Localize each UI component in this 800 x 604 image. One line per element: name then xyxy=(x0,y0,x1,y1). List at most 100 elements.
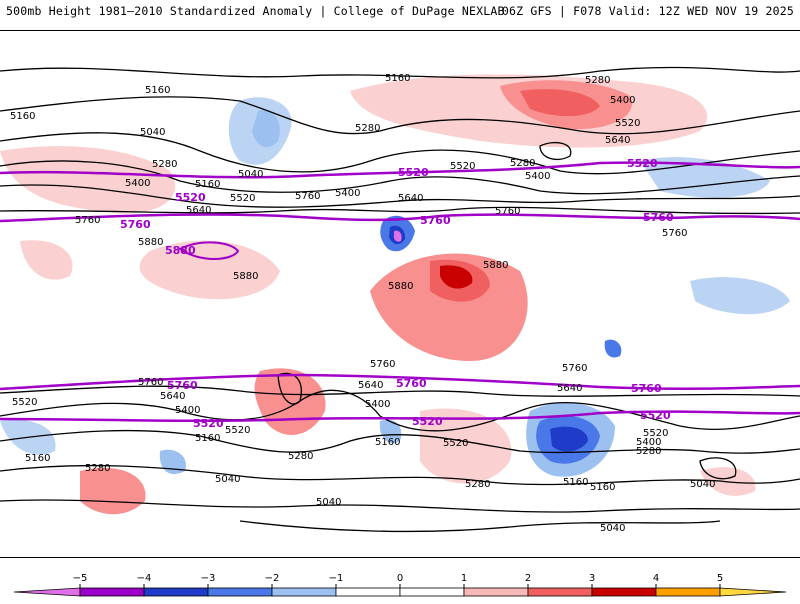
purple-contours xyxy=(0,161,800,423)
label-5760-b: 5760 xyxy=(75,215,100,226)
colorbar-tick-label: 4 xyxy=(653,573,659,584)
colorbar-segment xyxy=(527,587,593,597)
label-5520-a: 5520 xyxy=(615,118,640,129)
colorbar-svg: −5 −4 −3 −2 −1 0 1 2 3 4 5 xyxy=(13,573,787,597)
colorbar-tick-label: −2 xyxy=(265,573,280,584)
height-contours xyxy=(0,66,800,533)
colorbar-tick-label: 2 xyxy=(525,573,531,584)
label-5160-a: 5160 xyxy=(145,85,170,96)
colorbar-segment xyxy=(13,587,81,597)
colorbar-tick-label: −1 xyxy=(329,573,344,584)
colorbar-tick-label: −3 xyxy=(201,573,216,584)
label-5400-c: 5400 xyxy=(125,178,150,189)
purple-label-5760-c: 5760 xyxy=(643,211,674,224)
label-5280-d: 5280 xyxy=(152,159,177,170)
purple-label-5520-d: 5520 xyxy=(193,417,224,430)
label-5520-d: 5520 xyxy=(12,397,37,408)
colorbar-segment xyxy=(399,587,465,597)
colorbar-segment xyxy=(655,587,721,597)
label-5880-c: 5880 xyxy=(483,260,508,271)
purple-label-5760-b: 5760 xyxy=(420,214,451,227)
colorbar-tick-label: 5 xyxy=(717,573,723,584)
colorbar-tick-label: 3 xyxy=(589,573,595,584)
contour-labels-purple: 5520 5520 5520 5760 5760 5760 5880 5760 … xyxy=(120,157,674,430)
label-5760-e: 5760 xyxy=(370,359,395,370)
colorbar-segment xyxy=(719,587,787,597)
purple-label-5520-e: 5520 xyxy=(412,415,443,428)
label-5280-f: 5280 xyxy=(288,451,313,462)
label-5040-f: 5040 xyxy=(600,523,625,534)
purple-label-5520-a: 5520 xyxy=(175,191,206,204)
label-5520-g: 5520 xyxy=(643,428,668,439)
label-5040-b: 5040 xyxy=(238,169,263,180)
purple-label-5760-d: 5760 xyxy=(167,379,198,392)
label-5040-a: 5040 xyxy=(140,127,165,138)
label-5760-a: 5760 xyxy=(295,191,320,202)
colorbar-segment xyxy=(79,587,145,597)
label-5280-h: 5280 xyxy=(465,479,490,490)
label-5400-d: 5400 xyxy=(335,188,360,199)
purple-label-5760-f: 5760 xyxy=(631,382,662,395)
label-5040-d: 5040 xyxy=(690,479,715,490)
label-5160-i: 5160 xyxy=(590,482,615,493)
label-5280-e: 5280 xyxy=(636,446,661,457)
map-svg: 5160 5160 5160 5040 5280 5280 5400 5520 … xyxy=(0,66,800,534)
map-title: 500mb Height 1981–2010 Standardized Anom… xyxy=(6,4,505,18)
colorbar-tick-label: −5 xyxy=(73,573,88,584)
purple-label-5760-a: 5760 xyxy=(120,218,151,231)
purple-label-5880: 5880 xyxy=(165,244,196,257)
label-5520-c: 5520 xyxy=(230,193,255,204)
label-5400-g: 5400 xyxy=(636,437,661,448)
anomaly-map: 5160 5160 5160 5040 5280 5280 5400 5520 … xyxy=(0,30,800,558)
label-5640-b: 5640 xyxy=(186,205,211,216)
label-5640-a: 5640 xyxy=(605,135,630,146)
label-5280-a: 5280 xyxy=(355,123,380,134)
label-5400-f: 5400 xyxy=(365,399,390,410)
anomaly-shading xyxy=(0,74,790,515)
label-5400-b: 5400 xyxy=(525,171,550,182)
purple-label-5520-f: 5520 xyxy=(640,409,671,422)
label-5640-d: 5640 xyxy=(358,380,383,391)
label-5640-e: 5640 xyxy=(557,383,582,394)
label-5760-g: 5760 xyxy=(138,377,163,388)
colorbar-segment xyxy=(271,587,337,597)
label-5880-a: 5880 xyxy=(138,237,163,248)
label-5280-g: 5280 xyxy=(85,463,110,474)
colorbar-segment xyxy=(143,587,209,597)
label-5160-f: 5160 xyxy=(375,437,400,448)
label-5160-c: 5160 xyxy=(10,111,35,122)
label-5160-d: 5160 xyxy=(195,179,220,190)
label-5280-b: 5280 xyxy=(585,75,610,86)
purple-label-5520-b: 5520 xyxy=(398,166,429,179)
label-5280-c: 5280 xyxy=(510,158,535,169)
label-5760-d: 5760 xyxy=(662,228,687,239)
label-5520-e: 5520 xyxy=(225,425,250,436)
label-5400-a: 5400 xyxy=(610,95,635,106)
label-5160-e: 5160 xyxy=(195,433,220,444)
model-run-info: 06Z GFS | F078 Valid: 12Z WED NOV 19 202… xyxy=(501,4,794,18)
label-5160-g: 5160 xyxy=(25,453,50,464)
label-5520-b: 5520 xyxy=(450,161,475,172)
label-5160-h: 5160 xyxy=(563,477,588,488)
colorbar-tick-label: 0 xyxy=(397,573,403,584)
purple-label-5760-e: 5760 xyxy=(396,377,427,390)
label-5400-e: 5400 xyxy=(175,405,200,416)
colorbar-segment xyxy=(463,587,529,597)
label-5640-f: 5640 xyxy=(160,391,185,402)
label-5040-c: 5040 xyxy=(215,474,240,485)
label-5640-c: 5640 xyxy=(398,193,423,204)
colorbar-segment xyxy=(335,587,401,597)
colorbar: −5 −4 −3 −2 −1 0 1 2 3 4 5 xyxy=(0,560,800,600)
label-5520-f: 5520 xyxy=(443,438,468,449)
label-5040-e: 5040 xyxy=(316,497,341,508)
colorbar-segment xyxy=(591,587,657,597)
label-5880-b: 5880 xyxy=(233,271,258,282)
label-5760-c: 5760 xyxy=(495,206,520,217)
purple-label-5520-c: 5520 xyxy=(627,157,658,170)
colorbar-segment xyxy=(207,587,273,597)
label-5760-f: 5760 xyxy=(562,363,587,374)
colorbar-tick-label: −4 xyxy=(137,573,152,584)
label-5160-b: 5160 xyxy=(385,73,410,84)
label-5880-d: 5880 xyxy=(388,281,413,292)
colorbar-tick-label: 1 xyxy=(461,573,467,584)
